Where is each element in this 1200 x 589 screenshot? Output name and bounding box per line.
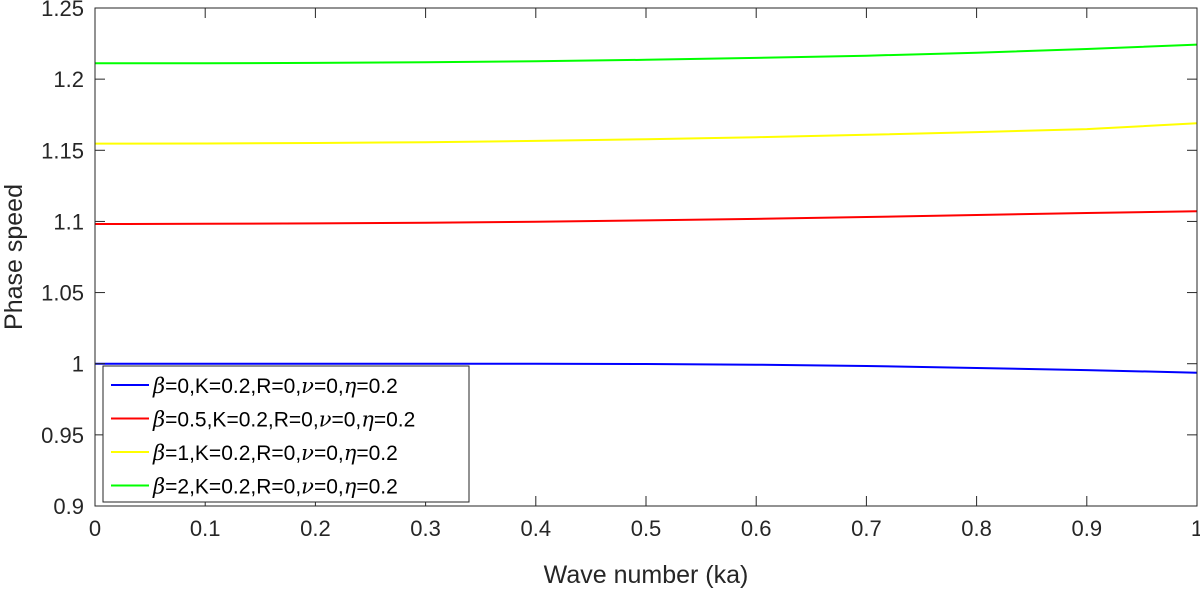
y-tick-label: 1.1	[53, 209, 84, 234]
y-tick-label: 1.25	[41, 0, 84, 21]
y-tick-label: 1.15	[41, 138, 84, 163]
series-line-2	[94, 210, 1198, 225]
series-line-4	[94, 43, 1198, 65]
x-tick-label: 0.4	[521, 516, 552, 541]
x-tick-label: 0.7	[851, 516, 882, 541]
y-tick-label: 0.9	[53, 494, 84, 519]
y-tick-label: 0.95	[41, 423, 84, 448]
legend: β=0,K=0.2,R=0,ν=0,η=0.2 β=0.5,K=0.2,R=0,ν…	[102, 365, 470, 503]
y-axis-label: Phase speed	[0, 184, 28, 330]
x-tick-label: 0.5	[631, 516, 662, 541]
axis-tick-labels: 0 0.1 0.2 0.3 0.4 0.5 0.6 0.7 0.8 0.9 1 0.9 0.95 1 1.0…	[41, 0, 1200, 541]
x-tick-label: 0.1	[190, 516, 221, 541]
x-tick-label: 1	[1191, 516, 1200, 541]
y-tick-label: 1.2	[53, 67, 84, 92]
x-tick-label: 0.8	[961, 516, 992, 541]
x-tick-label: 0.3	[410, 516, 441, 541]
x-tick-label: 0.9	[1072, 516, 1103, 541]
series-line-3	[94, 122, 1198, 145]
legend-label: β=0,K=0.2,R=0,ν=0,η=0.2	[152, 374, 398, 398]
series-line-1	[95, 362, 1198, 374]
x-tick-label: 0.6	[741, 516, 772, 541]
series-layer	[94, 43, 1198, 374]
x-tick-label: 0.2	[300, 516, 331, 541]
legend-label: β=1,K=0.2,R=0,ν=0,η=0.2	[152, 441, 398, 465]
legend-label: β=2,K=0.2,R=0,ν=0,η=0.2	[152, 475, 398, 499]
y-tick-label: 1.05	[41, 281, 84, 306]
legend-label: β=0.5,K=0.2,R=0,ν=0,η=0.2	[152, 408, 415, 432]
x-tick-label: 0	[89, 516, 101, 541]
y-tick-label: 1	[72, 352, 84, 377]
x-axis-label: Wave number (ka)	[544, 561, 749, 589]
legend-box	[102, 365, 470, 503]
